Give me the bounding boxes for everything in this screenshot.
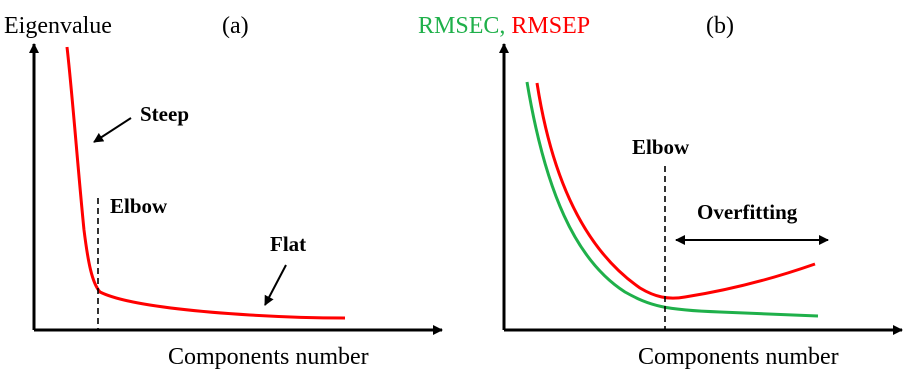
rmsep-label: RMSEP [511, 13, 590, 39]
steep-label: Steep [140, 102, 189, 126]
steep-arrow [93, 117, 132, 143]
panel-b-elbow-label: Elbow [632, 135, 690, 159]
panel-a-y-axis-label: Eigenvalue [4, 13, 112, 39]
overfitting-label: Overfitting [697, 200, 798, 224]
panel-a: Eigenvalue (a) Steep Elbow Flat Componen… [4, 13, 443, 370]
rmsec-curve [525, 81, 819, 318]
panel-b-y-axis-label: RMSEC, RMSEP [418, 13, 590, 39]
panel-a-elbow-label: Elbow [110, 194, 168, 218]
eigenvalue-curve [65, 46, 346, 320]
panel-a-x-axis-label: Components number [168, 344, 369, 370]
y-label-separator: , [499, 13, 511, 39]
panel-b: RMSEC, RMSEP (b) Elbow Overfitting Compo… [418, 13, 903, 370]
panel-b-x-axis-label: Components number [638, 344, 839, 370]
panel-a-label: (a) [222, 13, 249, 39]
rmsec-label: RMSEC [418, 13, 499, 39]
rmsep-curve [535, 82, 816, 300]
flat-label: Flat [270, 232, 306, 256]
panel-b-label: (b) [706, 13, 734, 39]
flat-arrow [264, 264, 287, 306]
